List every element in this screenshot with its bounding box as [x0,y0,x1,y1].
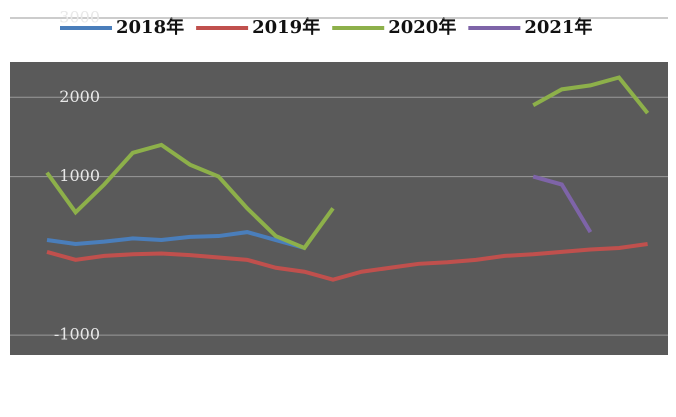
x-tick-label: 1月3日 [162,370,218,390]
y-tick-label: 1000 [59,166,100,185]
x-tick-label: 8月10日 [443,370,509,390]
y-tick-label: 3000 [59,8,100,27]
x-tick-label: 日 [12,370,29,390]
x-tick-label: 4月17日 [300,370,366,390]
chart: 2018年 2019年 2020年 2021年 -1000 1000 2000 3000 日 1… [0,0,676,417]
legend-label: 2021年 [524,16,592,38]
legend-label: 2020年 [388,16,456,38]
x-tick-label: 12月11日 [580,370,657,390]
y-tick-label: 2000 [59,87,100,106]
y-tick-label: -1000 [54,325,100,344]
legend: 2018年 2019年 2020年 2021年 [60,16,592,38]
plot-area [10,62,668,355]
legend-label: 2018年 [116,16,184,38]
legend-label: 2019年 [252,16,320,38]
